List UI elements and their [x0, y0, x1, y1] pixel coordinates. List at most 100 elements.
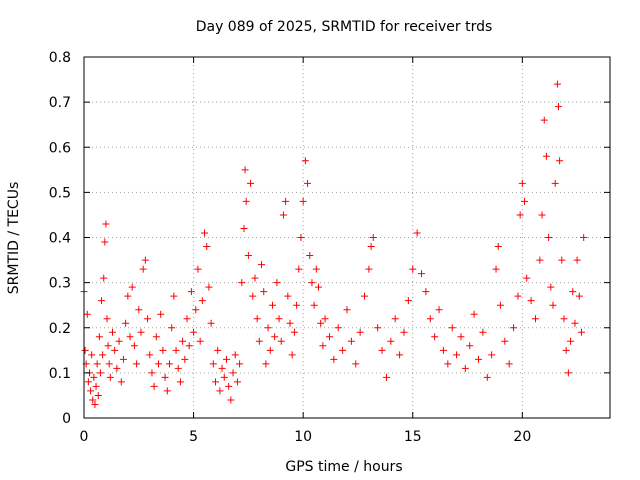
data-point	[567, 337, 575, 345]
data-point	[549, 301, 557, 309]
data-point	[367, 243, 375, 251]
data-point	[413, 229, 421, 237]
data-point	[148, 369, 156, 377]
data-point	[196, 337, 204, 345]
data-point	[262, 360, 270, 368]
data-point	[98, 297, 106, 305]
y-tick-label: 0.4	[49, 231, 71, 247]
data-point	[470, 310, 478, 318]
data-point	[475, 355, 482, 363]
data-point	[253, 315, 261, 323]
data-point	[580, 234, 588, 241]
data-point	[268, 301, 276, 309]
data-point	[106, 373, 114, 381]
data-point	[165, 360, 173, 368]
data-point	[556, 157, 564, 165]
data-point	[297, 234, 305, 241]
data-point	[96, 369, 104, 377]
data-point	[174, 364, 182, 372]
data-point	[547, 283, 555, 291]
data-point	[205, 283, 213, 291]
data-point	[319, 342, 327, 350]
data-point	[227, 396, 235, 404]
data-point	[396, 351, 404, 359]
x-tick-label: 20	[513, 429, 531, 445]
data-point	[150, 382, 158, 390]
data-point	[238, 279, 246, 287]
data-point	[231, 351, 239, 359]
data-point	[293, 301, 301, 309]
data-point	[501, 337, 509, 345]
data-markers	[80, 80, 588, 408]
data-point	[339, 346, 347, 354]
data-point	[161, 373, 169, 381]
data-point	[551, 179, 559, 187]
y-tick-label: 0.7	[49, 95, 71, 111]
data-point	[453, 351, 461, 359]
data-point	[400, 328, 408, 336]
y-tick-label: 0.2	[49, 321, 71, 337]
data-point	[183, 315, 191, 323]
data-point	[185, 342, 193, 350]
data-point	[258, 261, 266, 269]
data-point	[236, 360, 244, 368]
data-point	[312, 265, 320, 273]
data-point	[479, 328, 487, 336]
data-point	[255, 337, 263, 345]
data-point	[494, 243, 502, 251]
data-point	[521, 197, 529, 205]
data-point	[325, 333, 333, 341]
y-tick-label: 0.5	[49, 185, 71, 201]
data-point	[387, 337, 395, 345]
data-point	[212, 378, 219, 386]
data-point	[207, 319, 215, 327]
data-point	[431, 333, 439, 341]
data-point	[439, 346, 447, 354]
data-point	[527, 297, 535, 305]
data-point	[176, 378, 184, 386]
data-point	[435, 306, 443, 314]
data-point	[531, 315, 539, 323]
data-point	[315, 283, 323, 291]
data-point	[88, 351, 96, 359]
data-point	[418, 270, 426, 278]
data-point	[115, 337, 123, 345]
data-point	[422, 288, 430, 296]
data-point	[330, 355, 338, 363]
data-point	[233, 378, 241, 386]
x-ticks: 0 5 10 15 20	[80, 57, 531, 445]
data-point	[369, 234, 377, 241]
data-point	[247, 179, 255, 187]
data-point	[488, 351, 496, 359]
data-point	[198, 297, 206, 305]
data-point	[220, 373, 228, 381]
data-point	[426, 315, 434, 323]
data-point	[190, 328, 198, 336]
data-point	[201, 229, 209, 237]
data-point	[105, 360, 113, 368]
y-tick-label: 0.6	[49, 140, 71, 156]
data-point	[343, 306, 351, 314]
data-point	[562, 346, 570, 354]
grid-lines	[84, 57, 610, 418]
data-point	[391, 315, 399, 323]
data-point	[361, 292, 369, 300]
data-point	[266, 346, 274, 354]
data-point	[241, 166, 249, 174]
x-axis-label: GPS time / hours	[285, 459, 402, 475]
data-point	[130, 342, 138, 350]
data-point	[290, 328, 298, 336]
data-point	[181, 355, 189, 363]
data-point	[84, 378, 92, 386]
data-point	[271, 333, 279, 341]
data-point	[277, 337, 285, 345]
data-point	[146, 351, 154, 359]
data-point	[135, 306, 143, 314]
y-tick-label: 0	[62, 411, 71, 427]
data-point	[347, 337, 355, 345]
data-point	[95, 333, 103, 341]
data-point	[542, 152, 550, 160]
data-point	[352, 360, 360, 368]
data-point	[540, 116, 548, 124]
